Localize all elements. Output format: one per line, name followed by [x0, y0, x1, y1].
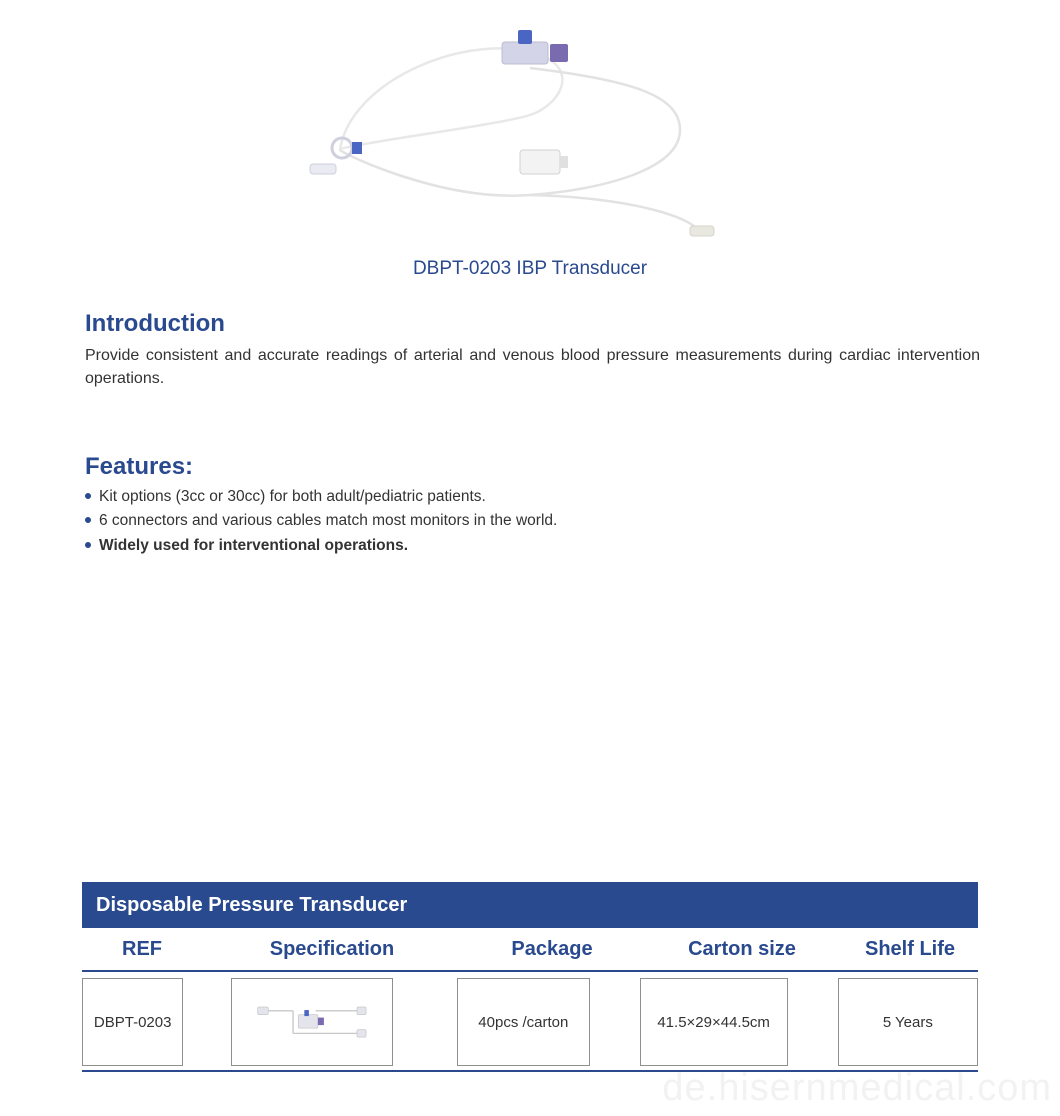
table-header-row: REF Specification Package Carton size Sh…	[82, 928, 978, 972]
cell-package: 40pcs /carton	[457, 978, 590, 1066]
transducer-schematic-icon	[280, 20, 740, 250]
features-heading: Features:	[85, 453, 980, 481]
cell-ref: DBPT-0203	[82, 978, 183, 1066]
features-section: Features: Kit options (3cc or 30cc) for …	[85, 453, 980, 558]
product-title: DBPT-0203 IBP Transducer	[0, 258, 1060, 280]
product-image	[280, 20, 740, 250]
feature-item: Widely used for interventional operation…	[85, 534, 980, 557]
intro-heading: Introduction	[85, 310, 980, 338]
table-title: Disposable Pressure Transducer	[96, 894, 407, 917]
spec-table: Disposable Pressure Transducer REF Speci…	[82, 882, 978, 1072]
watermark: de.hisernmedical.com	[662, 1067, 1052, 1110]
intro-body: Provide consistent and accurate readings…	[85, 344, 980, 390]
spec-thumbnail-icon	[240, 992, 384, 1052]
intro-section: Introduction Provide consistent and accu…	[85, 310, 980, 390]
cell-carton-size: 41.5×29×44.5cm	[640, 978, 788, 1066]
cell-shelf-life: 5 Years	[838, 978, 978, 1066]
table-title-bar: Disposable Pressure Transducer	[82, 882, 978, 928]
feature-item: 6 connectors and various cables match mo…	[85, 509, 980, 532]
col-head-spec: Specification	[202, 938, 462, 961]
col-head-carton: Carton size	[642, 938, 842, 961]
col-head-pkg: Package	[462, 938, 642, 961]
col-head-shelf: Shelf Life	[842, 938, 978, 961]
cell-spec	[231, 978, 393, 1066]
features-list: Kit options (3cc or 30cc) for both adult…	[85, 485, 980, 557]
col-head-ref: REF	[82, 938, 202, 961]
table-row: DBPT-0203 40pcs /carton 41.5×29×44.5cm 5…	[82, 972, 978, 1066]
feature-item: Kit options (3cc or 30cc) for both adult…	[85, 485, 980, 508]
